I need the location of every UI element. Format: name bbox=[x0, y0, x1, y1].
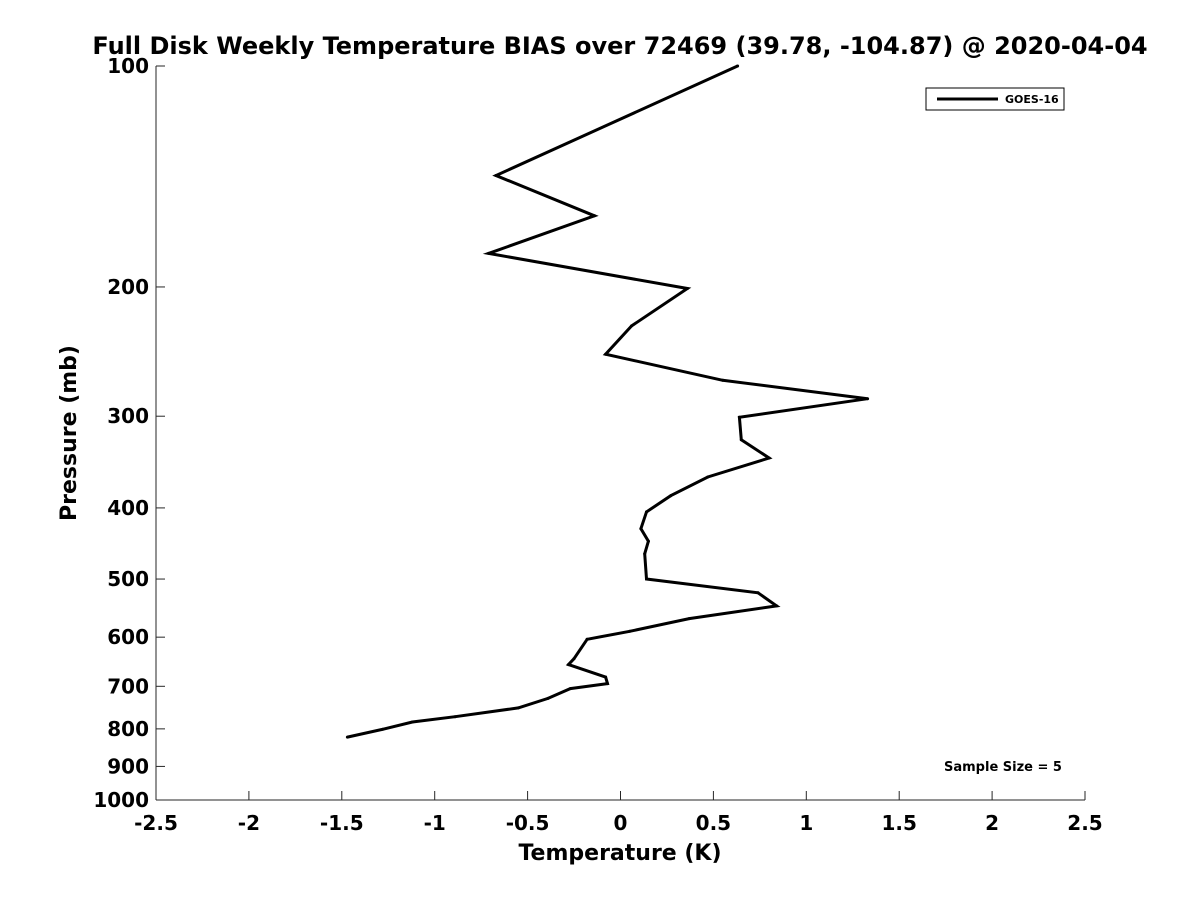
legend: GOES-16 bbox=[925, 87, 1065, 111]
y-tick-label: 100 bbox=[107, 54, 149, 78]
data-point bbox=[646, 539, 650, 543]
data-point bbox=[604, 675, 608, 679]
sample-size-annotation: Sample Size = 5 bbox=[944, 760, 1062, 775]
y-tick-label: 1000 bbox=[93, 788, 149, 812]
data-point bbox=[567, 663, 570, 667]
data-point bbox=[593, 214, 596, 218]
x-tick-label: -1 bbox=[424, 811, 446, 835]
data-point bbox=[630, 324, 634, 328]
y-tick-label: 300 bbox=[107, 404, 149, 428]
data-point bbox=[643, 552, 647, 556]
axes: -2.5 -2 -1.5 -1 -0.5 0 0.5 1 1.5 2 2.5 100 200 300 400… bbox=[93, 54, 1102, 835]
x-tick-label: -0.5 bbox=[506, 811, 550, 835]
y-tick-label: 600 bbox=[107, 625, 149, 649]
data-point bbox=[345, 735, 349, 739]
data-point bbox=[585, 637, 589, 641]
data-point bbox=[410, 720, 414, 724]
data-point bbox=[604, 352, 608, 356]
data-point bbox=[775, 604, 779, 608]
x-tick-label: 0.5 bbox=[696, 811, 731, 835]
data-point bbox=[494, 174, 498, 177]
chart-title: Full Disk Weekly Temperature BIAS over 7… bbox=[92, 32, 1147, 60]
plot-area bbox=[156, 66, 1085, 800]
data-point bbox=[736, 64, 740, 68]
series-layer bbox=[345, 64, 870, 739]
x-tick-label: 0 bbox=[614, 811, 628, 835]
data-point bbox=[706, 475, 710, 479]
data-point bbox=[685, 287, 689, 290]
x-tick-label: 2.5 bbox=[1067, 811, 1102, 835]
data-point bbox=[737, 415, 741, 419]
data-point bbox=[739, 438, 743, 442]
y-tick-label: 800 bbox=[107, 717, 149, 741]
x-axis-label: Temperature (K) bbox=[518, 841, 721, 866]
x-tick-label: -1.5 bbox=[320, 811, 364, 835]
data-point bbox=[866, 397, 870, 401]
data-point bbox=[721, 378, 725, 382]
y-axis-label: Pressure (mb) bbox=[57, 345, 82, 521]
data-point bbox=[767, 456, 771, 460]
data-point bbox=[645, 577, 648, 581]
data-point bbox=[687, 617, 691, 621]
y-tick-label: 400 bbox=[107, 496, 149, 520]
data-point bbox=[756, 591, 760, 595]
data-point bbox=[516, 706, 520, 710]
data-point bbox=[639, 527, 643, 531]
y-tick-label: 500 bbox=[107, 567, 149, 591]
y-tick-label: 700 bbox=[107, 674, 149, 698]
y-tick-label: 900 bbox=[107, 754, 149, 778]
data-point bbox=[606, 682, 609, 686]
data-point bbox=[572, 657, 576, 661]
data-point bbox=[645, 510, 648, 514]
data-point bbox=[669, 494, 673, 498]
data-point bbox=[568, 687, 572, 691]
data-point bbox=[381, 727, 385, 731]
x-tick-label: 1.5 bbox=[881, 811, 916, 835]
x-tick-label: 1 bbox=[799, 811, 813, 835]
x-tick-label: -2 bbox=[238, 811, 260, 835]
y-tick-label: 200 bbox=[107, 275, 149, 299]
legend-label-goes-16: GOES-16 bbox=[1005, 93, 1059, 106]
data-point bbox=[453, 715, 457, 719]
x-tick-label: -2.5 bbox=[134, 811, 178, 835]
x-tick-label: 2 bbox=[985, 811, 999, 835]
data-point bbox=[628, 629, 632, 633]
data-point bbox=[487, 251, 491, 255]
data-point bbox=[546, 696, 550, 700]
